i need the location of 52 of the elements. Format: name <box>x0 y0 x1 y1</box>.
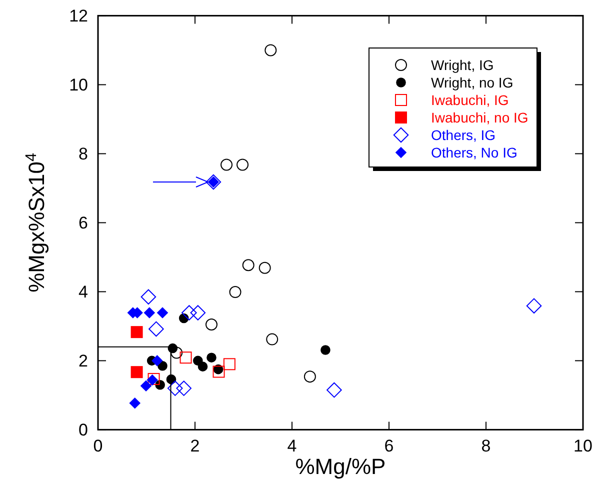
point <box>220 158 233 171</box>
legend-label: Others, IG <box>431 127 496 143</box>
point <box>205 318 218 330</box>
point <box>198 362 208 372</box>
point <box>140 380 152 392</box>
point <box>190 305 206 320</box>
point <box>242 259 254 272</box>
y-tick-label: 2 <box>78 352 88 371</box>
x-tick-label: 2 <box>190 436 200 456</box>
legend-label: Wright, IG <box>431 57 494 73</box>
x-axis-title: %Mg/%P <box>295 454 386 479</box>
point <box>170 346 183 359</box>
point <box>144 307 155 318</box>
point <box>157 307 168 318</box>
y-tick-label: 12 <box>69 6 88 26</box>
point <box>129 398 140 409</box>
legend-label: Wright, no IG <box>431 74 514 90</box>
x-tick-label: 10 <box>574 436 592 456</box>
point <box>206 352 216 362</box>
point <box>212 366 225 378</box>
point <box>304 370 316 383</box>
point <box>258 262 271 274</box>
x-tick-label: 8 <box>481 436 491 456</box>
y-tick-label: 4 <box>78 282 88 302</box>
legend-label: Iwabuchi, no IG <box>431 110 528 126</box>
point <box>266 333 278 346</box>
y-tick-label: 6 <box>78 214 88 233</box>
legend-label: Others, No IG <box>431 144 518 160</box>
point <box>229 286 242 298</box>
x-tick-label: 6 <box>384 436 394 456</box>
y-tick-label: 10 <box>69 76 88 95</box>
point <box>180 352 192 364</box>
legend-label: Iwabuchi, IG <box>431 92 509 108</box>
point <box>130 326 143 338</box>
point <box>130 366 143 378</box>
point <box>223 358 236 370</box>
point <box>152 355 163 366</box>
point <box>326 382 342 398</box>
x-tick-label: 4 <box>287 436 297 456</box>
point <box>182 305 197 320</box>
point <box>264 44 277 56</box>
point <box>236 158 249 171</box>
point <box>320 345 330 355</box>
x-tick-label: 0 <box>93 436 103 456</box>
point <box>148 321 164 337</box>
point <box>167 380 183 396</box>
y-tick-label: 8 <box>78 144 88 164</box>
y-tick-label: 0 <box>78 420 88 440</box>
point <box>176 380 192 396</box>
point <box>526 298 542 314</box>
point <box>178 313 189 324</box>
point <box>140 289 156 305</box>
